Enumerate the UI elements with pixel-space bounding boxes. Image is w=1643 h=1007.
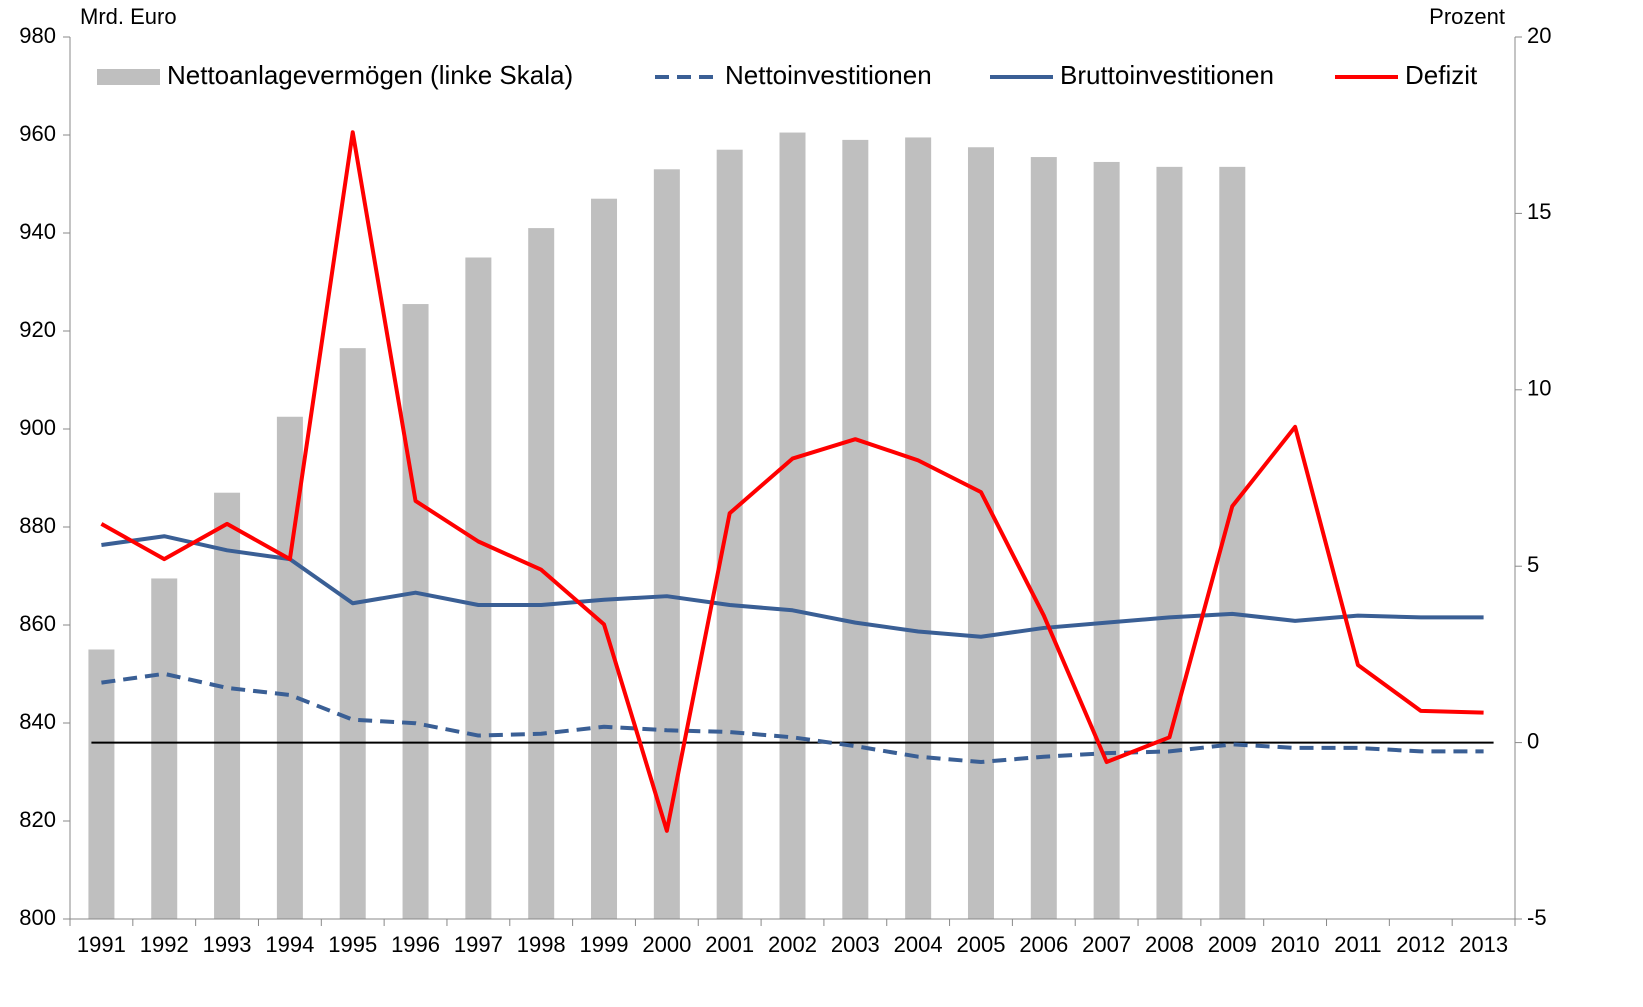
- y-tick-label: 900: [19, 415, 56, 440]
- bar: [151, 578, 178, 919]
- x-tick-label: 2009: [1208, 932, 1257, 957]
- bar: [842, 139, 869, 919]
- x-tick-label: 1995: [328, 932, 377, 957]
- x-tick-label: 1991: [77, 932, 126, 957]
- x-tick-label: 1997: [454, 932, 503, 957]
- x-tick-label: 2006: [1019, 932, 1068, 957]
- legend-label: Bruttoinvestitionen: [1060, 60, 1274, 90]
- x-tick-label: 2004: [894, 932, 943, 957]
- bar: [528, 228, 555, 920]
- y2-axis-label: Prozent: [1429, 4, 1505, 29]
- line-series: [101, 534, 1484, 639]
- x-tick-label: 1999: [580, 932, 629, 957]
- x-tick-label: 2007: [1082, 932, 1131, 957]
- legend-label: Defizit: [1405, 60, 1478, 90]
- y-tick-label: 800: [19, 905, 56, 930]
- y-tick-label: 840: [19, 709, 56, 734]
- bar: [591, 198, 618, 919]
- y2-tick-label: 10: [1527, 376, 1551, 401]
- bar: [716, 149, 743, 919]
- line-series: [100, 130, 1484, 833]
- y-tick-label: 940: [19, 219, 56, 244]
- y2-tick-label: 5: [1527, 552, 1539, 577]
- y-tick-label: 920: [19, 317, 56, 342]
- x-tick-label: 1996: [391, 932, 440, 957]
- legend-swatch: [97, 69, 160, 85]
- x-tick-label: 2013: [1459, 932, 1508, 957]
- legend-label: Nettoinvestitionen: [725, 60, 932, 90]
- bar: [402, 304, 429, 919]
- bar: [1156, 166, 1183, 920]
- x-tick-label: 2012: [1396, 932, 1445, 957]
- x-tick-label: 2000: [642, 932, 691, 957]
- bar: [779, 132, 806, 920]
- y2-tick-label: 15: [1527, 199, 1551, 224]
- bar: [465, 257, 492, 919]
- y2-tick-label: -5: [1527, 905, 1547, 930]
- x-tick-label: 2010: [1271, 932, 1320, 957]
- bar: [339, 348, 366, 919]
- y2-tick-label: 0: [1527, 728, 1539, 753]
- y-tick-label: 880: [19, 513, 56, 538]
- y-axis-label: Mrd. Euro: [80, 4, 177, 29]
- bar: [1030, 157, 1057, 920]
- y-tick-label: 980: [19, 23, 56, 48]
- y2-tick-label: 20: [1527, 23, 1551, 48]
- legend-label: Nettoanlagevermögen (linke Skala): [167, 60, 573, 90]
- bar: [88, 649, 115, 919]
- x-tick-label: 2005: [957, 932, 1006, 957]
- y-tick-label: 860: [19, 611, 56, 636]
- x-tick-label: 1992: [140, 932, 189, 957]
- bar: [214, 492, 241, 919]
- x-tick-label: 1994: [265, 932, 314, 957]
- x-tick-label: 2011: [1334, 932, 1381, 957]
- bar: [967, 147, 994, 919]
- x-tick-label: 1998: [517, 932, 566, 957]
- y-tick-label: 820: [19, 807, 56, 832]
- x-tick-label: 2008: [1145, 932, 1194, 957]
- bar: [1093, 161, 1120, 919]
- bar: [905, 137, 932, 919]
- x-tick-label: 2001: [705, 932, 754, 957]
- x-tick-label: 2002: [768, 932, 817, 957]
- x-tick-label: 1993: [203, 932, 252, 957]
- x-tick-label: 2003: [831, 932, 880, 957]
- y-tick-label: 960: [19, 121, 56, 146]
